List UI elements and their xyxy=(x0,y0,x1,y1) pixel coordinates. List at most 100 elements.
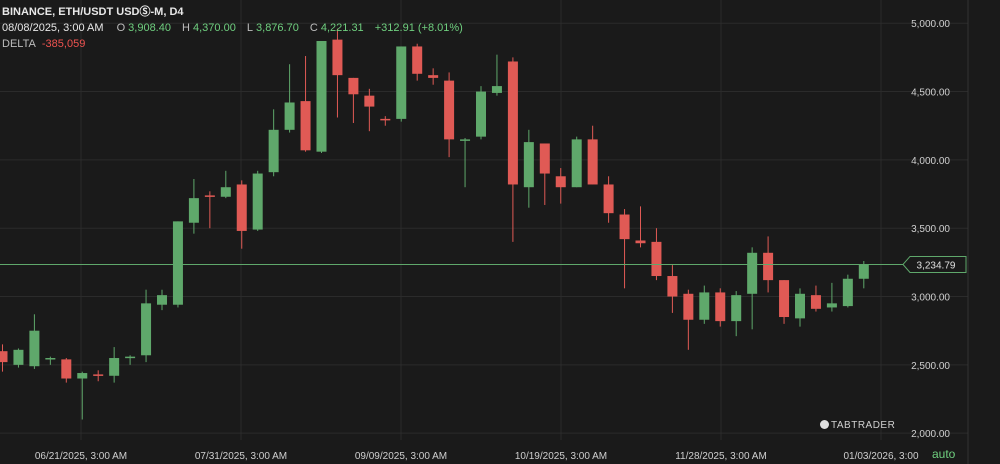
candle[interactable] xyxy=(779,280,790,324)
candle[interactable] xyxy=(316,40,327,154)
candle[interactable] xyxy=(587,125,598,185)
candle[interactable] xyxy=(699,285,710,324)
candle-body xyxy=(699,292,710,320)
candle-body xyxy=(348,77,359,95)
candle-body xyxy=(731,295,742,322)
candle[interactable] xyxy=(93,370,104,382)
candle[interactable] xyxy=(284,64,295,133)
candle-body xyxy=(667,276,678,297)
candle[interactable] xyxy=(61,358,72,383)
candle[interactable] xyxy=(842,274,853,308)
candle[interactable] xyxy=(204,191,215,229)
candle[interactable] xyxy=(141,289,152,363)
candle[interactable] xyxy=(29,314,40,369)
x-tick-label: 09/09/2025, 3:00 AM xyxy=(355,451,447,462)
candle[interactable] xyxy=(109,347,120,383)
candle-body xyxy=(0,351,8,363)
candle[interactable] xyxy=(715,288,726,327)
candle[interactable] xyxy=(731,291,742,337)
candle[interactable] xyxy=(188,179,199,234)
candle[interactable] xyxy=(0,344,8,372)
candle-body xyxy=(61,359,72,379)
candle-body xyxy=(603,184,614,214)
delta-value: -385,059 xyxy=(41,38,86,50)
candle[interactable] xyxy=(412,43,423,81)
candle[interactable] xyxy=(428,68,439,85)
candle-body xyxy=(380,118,391,121)
candle[interactable] xyxy=(651,228,662,281)
candle[interactable] xyxy=(667,265,678,313)
change-value: +312.91 (+8.01%) xyxy=(374,22,463,34)
candle[interactable] xyxy=(619,209,630,289)
candle-body xyxy=(45,358,56,360)
last-price-tag xyxy=(902,255,967,273)
candle[interactable] xyxy=(364,88,375,132)
candle-body xyxy=(587,139,598,185)
candle[interactable] xyxy=(747,247,758,330)
y-tick-label: 3,000.00 xyxy=(911,293,950,304)
candle[interactable] xyxy=(268,109,279,177)
candle[interactable] xyxy=(236,180,247,249)
close-label: C xyxy=(309,22,318,34)
candle[interactable] xyxy=(683,289,694,350)
candle[interactable] xyxy=(396,46,407,122)
candle[interactable] xyxy=(635,206,646,248)
x-tick-label: 07/31/2025, 3:00 AM xyxy=(195,451,287,462)
last-price-label: 3,234.79 xyxy=(917,260,956,271)
candle-body xyxy=(29,330,40,367)
open-label: O xyxy=(116,22,126,34)
grid-lines xyxy=(0,0,969,464)
candle[interactable] xyxy=(476,86,486,140)
delta-label: DELTA xyxy=(2,38,36,50)
candle-body xyxy=(268,129,279,173)
legend-title-row: BINANCE, ETH/USDT USDⓈ-M, D4 xyxy=(2,4,471,20)
candle[interactable] xyxy=(507,57,518,242)
candle-body xyxy=(77,373,88,379)
x-tick-label: 01/03/2026, 3:00 xyxy=(843,451,919,462)
candle[interactable] xyxy=(858,260,869,289)
candle-body xyxy=(300,101,311,151)
candle[interactable] xyxy=(77,371,88,420)
candle-body xyxy=(252,173,263,230)
candle[interactable] xyxy=(252,170,263,231)
candle-body xyxy=(651,241,662,277)
candle[interactable] xyxy=(45,356,56,365)
candle-body xyxy=(507,61,518,185)
candle-body xyxy=(109,358,120,376)
candle[interactable] xyxy=(810,285,821,312)
candle-body xyxy=(13,349,24,365)
y-tick-label: 2,000.00 xyxy=(911,429,950,440)
candle[interactable] xyxy=(571,136,582,188)
candle[interactable] xyxy=(460,138,471,188)
candle[interactable] xyxy=(826,282,837,312)
candle[interactable] xyxy=(157,289,167,311)
y-axis: 2,000.00 2,500.00 3,000.00 3,500.00 4,000.00… xyxy=(911,19,950,440)
candle[interactable] xyxy=(300,56,311,152)
candle[interactable] xyxy=(125,355,136,365)
candle[interactable] xyxy=(555,168,566,204)
candle-body xyxy=(571,139,582,188)
candle-body xyxy=(284,102,295,130)
last-price-line: 3,234.79 xyxy=(0,255,967,273)
candle[interactable] xyxy=(523,129,534,208)
candle[interactable] xyxy=(220,170,231,199)
candle[interactable] xyxy=(491,54,502,96)
auto-scale-button[interactable]: auto xyxy=(932,447,956,461)
symbol-title[interactable]: BINANCE, ETH/USDT USDⓈ-M, D4 xyxy=(2,6,184,18)
candle[interactable] xyxy=(603,176,614,223)
candle-body xyxy=(523,142,534,188)
x-tick-label: 10/19/2025, 3:00 AM xyxy=(515,451,607,462)
close-value: 4,221.31 xyxy=(320,22,364,34)
candle[interactable] xyxy=(380,116,391,126)
candle[interactable] xyxy=(348,77,359,123)
y-tick-label: 4,500.00 xyxy=(911,88,950,99)
y-tick-label: 2,500.00 xyxy=(911,361,950,372)
candle[interactable] xyxy=(795,288,805,327)
candle-body xyxy=(93,374,104,376)
candle[interactable] xyxy=(539,143,550,205)
candle[interactable] xyxy=(13,348,24,368)
candle[interactable] xyxy=(444,72,455,158)
candle-body xyxy=(204,195,215,197)
candle[interactable] xyxy=(332,28,343,118)
